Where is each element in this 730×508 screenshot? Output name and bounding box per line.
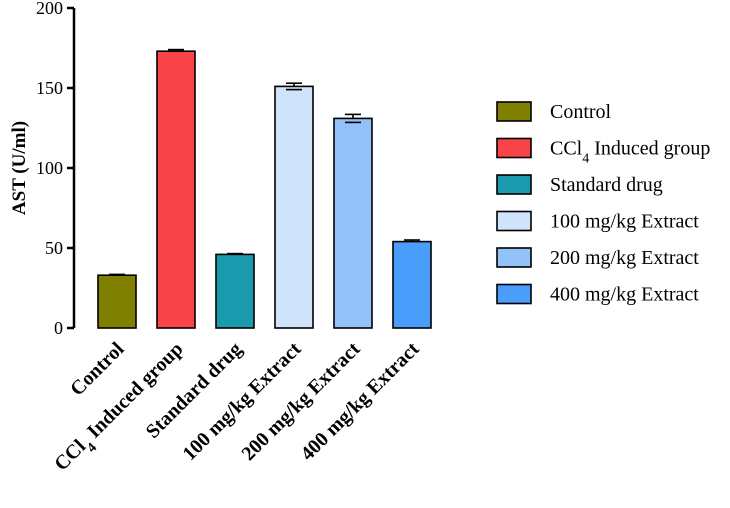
y-tick-label: 0 [54, 318, 63, 338]
bars [97, 48, 432, 329]
legend-label: Control [550, 101, 612, 123]
bar [156, 50, 196, 329]
y-tick-label: 200 [36, 0, 63, 18]
legend-swatch [496, 210, 532, 232]
legend-label: 200 mg/kg Extract [550, 247, 699, 269]
legend-entry: 200 mg/kg Extract [496, 247, 699, 269]
legend-entry: 100 mg/kg Extract [496, 210, 699, 233]
legend-label: CCl4 Induced group [550, 138, 710, 167]
bar [274, 85, 314, 329]
error-bar [345, 113, 361, 124]
error-bar [168, 48, 184, 52]
legend-swatch [496, 137, 532, 159]
error-bar [109, 273, 125, 276]
legend-swatch [496, 283, 532, 305]
legend-entry: Standard drug [496, 174, 663, 196]
legend-swatch [496, 101, 532, 122]
y-tick-label: 100 [36, 158, 63, 178]
y-axis-label: AST (U/ml) [9, 121, 30, 215]
legend: Control CCl4 Induced group Standard drug 10… [496, 101, 710, 306]
legend-entry: 400 mg/kg Extract [496, 283, 699, 306]
legend-entry: Control [496, 101, 612, 123]
y-tick-label: 50 [45, 238, 63, 258]
error-bar [286, 82, 302, 91]
bar [392, 240, 432, 329]
bar [215, 253, 255, 329]
legend-swatch [496, 247, 532, 268]
legend-entry: CCl4 Induced group [496, 137, 710, 167]
bar [333, 117, 373, 329]
y-tick-label: 150 [36, 78, 63, 98]
y-axis: 0 50 100 150 200 [36, 0, 76, 338]
legend-label: 100 mg/kg Extract [550, 211, 699, 233]
error-bar [404, 239, 420, 242]
bar [97, 274, 137, 329]
legend-swatch [496, 174, 532, 195]
error-bar [227, 252, 243, 255]
legend-label: Standard drug [550, 174, 663, 196]
legend-label: 400 mg/kg Extract [550, 284, 699, 306]
